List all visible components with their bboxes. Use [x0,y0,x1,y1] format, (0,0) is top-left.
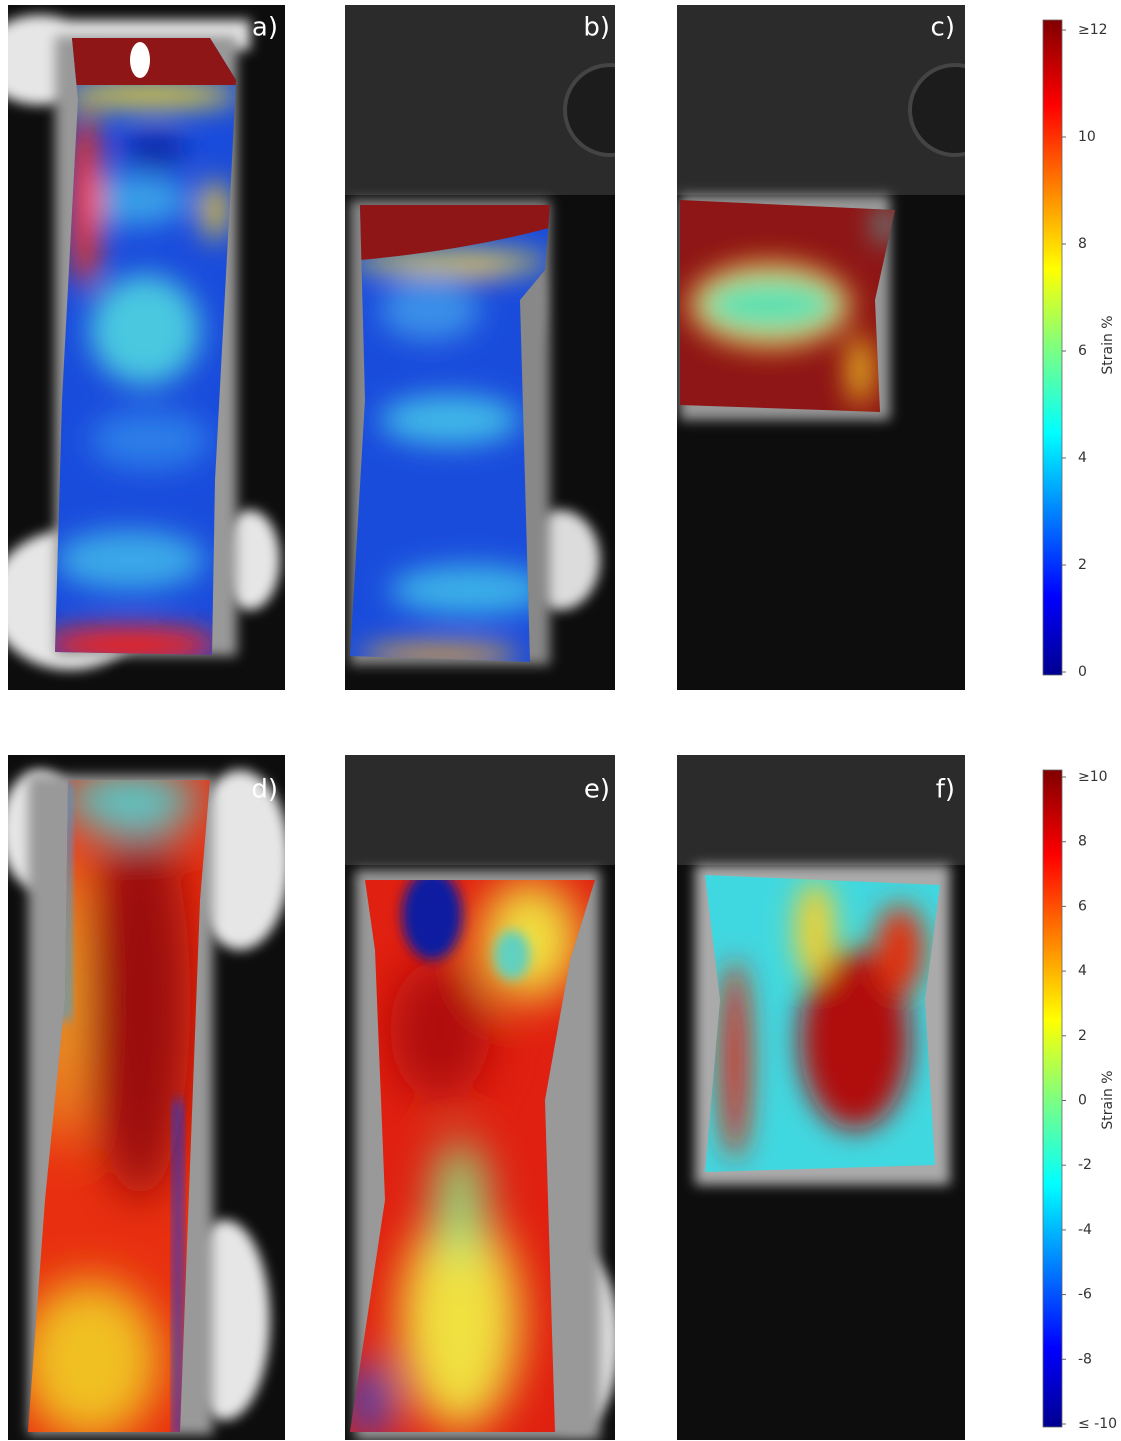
tick-label: 2 [1078,557,1087,573]
tick-label: 2 [1078,1028,1087,1044]
panel-label: f) [936,775,955,805]
tick-label: 8 [1078,834,1087,850]
tick-label: 6 [1078,343,1087,359]
tick-label: 8 [1078,236,1087,252]
strain-map: c) [670,5,1000,690]
panel-label: e) [584,775,610,805]
tick-label: -8 [1078,1351,1092,1367]
tick-label: 4 [1078,963,1087,979]
tick-label: 0 [1078,1093,1087,1109]
colorbar [1043,770,1062,1427]
tick-label: ≥12 [1078,22,1108,38]
tick-label: ≤ -10 [1078,1416,1117,1432]
strain-map: f) [677,755,965,1440]
strain-map: a) [0,5,285,690]
panel-label: c) [931,13,955,43]
tick-label: 0 [1078,664,1087,680]
strain-map: d) [0,755,290,1440]
colorbar-title: Strain % [1100,1070,1116,1129]
panel-label: d) [251,775,278,805]
tick-label: -4 [1078,1222,1092,1238]
panel-label: a) [252,13,278,43]
tick-label: 4 [1078,450,1087,466]
tick-label: -6 [1078,1287,1092,1303]
tick-label: 6 [1078,898,1087,914]
tick-label: ≥10 [1078,769,1108,785]
colorbar-title: Strain % [1100,315,1116,374]
colorbar [1043,20,1062,675]
tick-label: -2 [1078,1157,1092,1173]
panel-label: b) [583,13,610,43]
strain-map: e) [340,755,620,1440]
tick-label: 10 [1078,129,1096,145]
strain-map: b) [340,5,655,690]
figure: a) b) c) [0,0,1121,1441]
